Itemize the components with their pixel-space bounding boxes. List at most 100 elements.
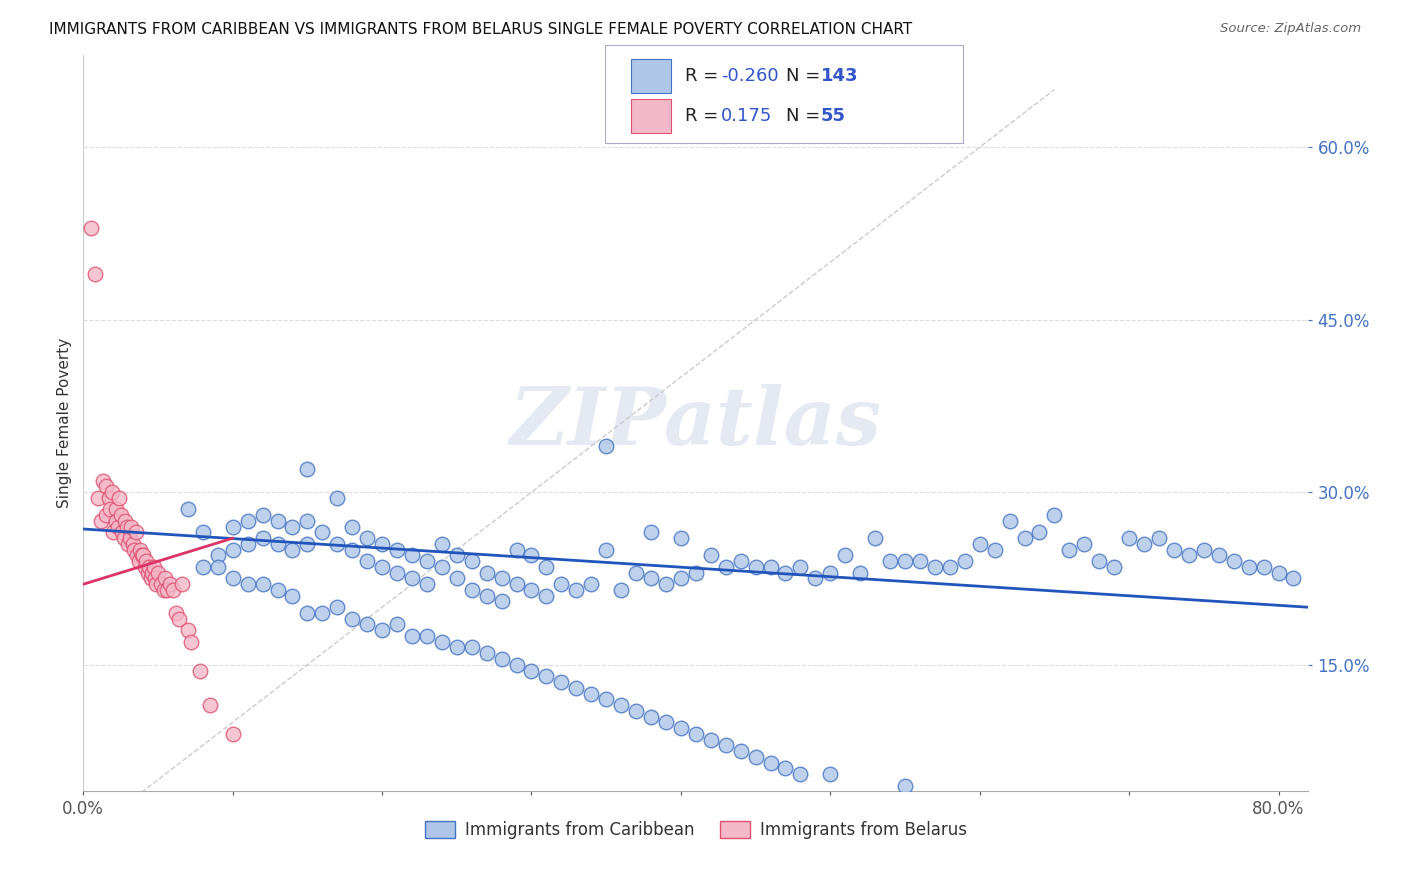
Point: [1222, 554, 1244, 568]
Point: [475, 646, 498, 660]
Point: [252, 577, 274, 591]
Point: [1043, 508, 1066, 523]
Point: [446, 572, 468, 586]
Point: [170, 577, 193, 591]
Point: [1192, 542, 1215, 557]
Point: [550, 577, 572, 591]
Text: IMMIGRANTS FROM CARIBBEAN VS IMMIGRANTS FROM BELARUS SINGLE FEMALE POVERTY CORRE: IMMIGRANTS FROM CARIBBEAN VS IMMIGRANTS …: [49, 22, 912, 37]
Point: [520, 582, 543, 597]
Point: [266, 537, 288, 551]
Point: [131, 549, 153, 563]
Point: [849, 566, 872, 580]
Point: [97, 491, 120, 505]
Point: [430, 537, 453, 551]
Point: [1147, 531, 1170, 545]
Point: [297, 462, 319, 476]
Point: [759, 560, 782, 574]
Point: [714, 560, 737, 574]
Point: [132, 549, 155, 563]
Point: [134, 560, 156, 574]
Point: [863, 531, 886, 545]
Point: [356, 617, 378, 632]
Point: [1133, 537, 1156, 551]
Text: ZIPatlas: ZIPatlas: [510, 384, 882, 462]
Point: [669, 721, 692, 735]
Point: [162, 582, 184, 597]
Point: [118, 531, 141, 545]
Point: [820, 767, 842, 781]
Point: [655, 577, 678, 591]
Point: [180, 634, 202, 648]
Point: [744, 749, 766, 764]
Point: [640, 709, 662, 723]
Point: [207, 549, 229, 563]
Point: [143, 572, 166, 586]
Point: [146, 566, 169, 580]
Point: [252, 508, 274, 523]
Point: [505, 657, 527, 672]
Point: [430, 560, 453, 574]
Point: [595, 542, 617, 557]
Point: [101, 525, 124, 540]
Point: [536, 669, 558, 683]
Point: [998, 514, 1021, 528]
Point: [550, 675, 572, 690]
Point: [129, 542, 152, 557]
Point: [266, 514, 288, 528]
Text: R =: R =: [685, 67, 724, 85]
Point: [1073, 537, 1095, 551]
Point: [595, 439, 617, 453]
Point: [789, 560, 811, 574]
Point: [759, 756, 782, 770]
Point: [342, 612, 364, 626]
Point: [908, 554, 931, 568]
Point: [565, 681, 588, 695]
Y-axis label: Single Female Poverty: Single Female Poverty: [58, 338, 72, 508]
Point: [401, 629, 423, 643]
Point: [87, 491, 110, 505]
Point: [536, 560, 558, 574]
Point: [200, 698, 222, 712]
Point: [326, 537, 349, 551]
Point: [1088, 554, 1111, 568]
Point: [141, 566, 163, 580]
Point: [685, 727, 707, 741]
Point: [159, 577, 181, 591]
Point: [1267, 566, 1289, 580]
Point: [385, 566, 408, 580]
Point: [281, 542, 304, 557]
Point: [188, 664, 211, 678]
Point: [326, 600, 349, 615]
Point: [624, 704, 647, 718]
Text: N =: N =: [786, 67, 825, 85]
Point: [714, 738, 737, 752]
Point: [610, 698, 633, 712]
Point: [1118, 531, 1140, 545]
Text: -0.260: -0.260: [721, 67, 779, 85]
Point: [356, 554, 378, 568]
Point: [446, 549, 468, 563]
Point: [640, 572, 662, 586]
Point: [430, 634, 453, 648]
Point: [128, 554, 150, 568]
Point: [108, 491, 131, 505]
Point: [191, 525, 214, 540]
Point: [624, 566, 647, 580]
Point: [149, 577, 172, 591]
Point: [401, 572, 423, 586]
Point: [207, 560, 229, 574]
Point: [221, 727, 243, 741]
Point: [1059, 542, 1081, 557]
Point: [236, 577, 259, 591]
Point: [342, 519, 364, 533]
Point: [105, 514, 128, 528]
Point: [120, 519, 142, 533]
Point: [221, 519, 243, 533]
Point: [138, 560, 160, 574]
Point: [416, 629, 439, 643]
Point: [953, 554, 976, 568]
Point: [122, 542, 145, 557]
Point: [595, 692, 617, 706]
Point: [775, 566, 797, 580]
Point: [371, 560, 394, 574]
